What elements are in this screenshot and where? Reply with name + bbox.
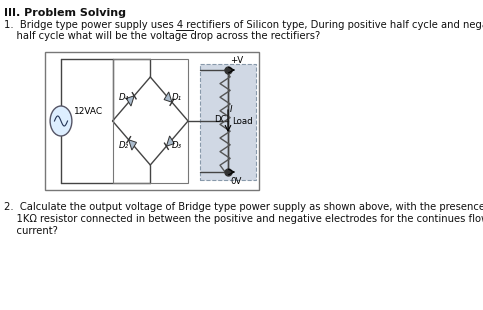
Text: 12VAC: 12VAC — [74, 107, 103, 116]
Polygon shape — [167, 136, 174, 146]
Text: half cycle what will be the voltage drop across the rectifiers?: half cycle what will be the voltage drop… — [4, 31, 320, 41]
Circle shape — [50, 106, 72, 136]
Text: current?: current? — [4, 226, 57, 236]
Text: I: I — [229, 104, 232, 113]
Text: D₁: D₁ — [172, 92, 182, 101]
Text: 2.  Calculate the output voltage of Bridge type power supply as shown above, wit: 2. Calculate the output voltage of Bridg… — [4, 202, 483, 212]
Polygon shape — [164, 92, 172, 102]
Text: 1KΩ resistor connected in between the positive and negative electrodes for the c: 1KΩ resistor connected in between the po… — [4, 214, 483, 224]
Text: DC: DC — [214, 114, 227, 123]
Bar — [113, 59, 188, 183]
Text: Load: Load — [232, 117, 253, 126]
Polygon shape — [128, 140, 137, 150]
Bar — [45, 52, 259, 190]
Text: D₄: D₄ — [118, 92, 128, 101]
Text: 1.  Bridge type power supply uses 4 rectifiers of Silicon type, During positive : 1. Bridge type power supply uses 4 recti… — [4, 20, 483, 30]
Bar — [199, 64, 256, 180]
Polygon shape — [127, 96, 134, 106]
Text: D₃: D₃ — [172, 140, 182, 149]
Text: +V: +V — [230, 56, 243, 65]
Text: 0V: 0V — [230, 177, 242, 186]
Text: III. Problem Solving: III. Problem Solving — [4, 8, 126, 18]
Text: D₂: D₂ — [118, 140, 128, 149]
